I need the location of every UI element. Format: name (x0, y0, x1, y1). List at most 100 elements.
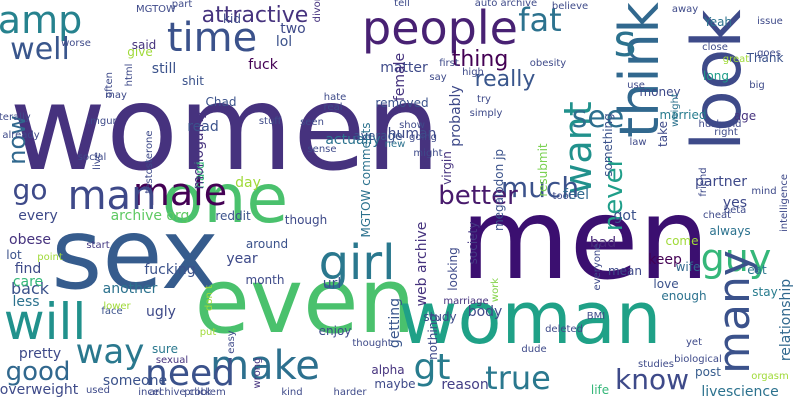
word-mean: mean (607, 264, 643, 278)
word-said: said (131, 38, 157, 52)
word-around: around (245, 237, 289, 251)
word-actually: actually (325, 132, 381, 148)
word-eat: eat (747, 263, 767, 277)
word-better: better (438, 181, 518, 211)
word-say: say (429, 72, 447, 83)
word-pretty: pretty (18, 346, 62, 362)
word-probably: probably (448, 85, 464, 147)
word-even: even (194, 249, 416, 354)
word-don-t: don t (204, 285, 215, 311)
word-amp: amp (0, 0, 83, 42)
word-html: html (124, 63, 135, 87)
word-cheat: cheat (702, 210, 732, 221)
word-enough: enough (661, 289, 707, 303)
word-lol: lol (275, 34, 293, 50)
word-close: close (702, 42, 728, 53)
word-everyone: everyone (592, 243, 603, 291)
word-stay: stay (752, 285, 778, 299)
word-deleted: deleted (545, 324, 583, 335)
word-human: human (387, 126, 437, 142)
word-will: will (3, 293, 87, 351)
word-sure: sure (152, 342, 178, 356)
word-removed: removed (375, 96, 429, 110)
word-sexual: sexual (155, 355, 189, 366)
word-man: man (67, 173, 157, 219)
word-yeah: Yeah (703, 15, 733, 29)
word-woman: woman (398, 276, 662, 360)
word-wrong: wrong (252, 357, 263, 389)
word-alpha: alpha (371, 363, 405, 377)
word-find: find (14, 261, 42, 277)
word-real: real (323, 102, 343, 113)
word-men: men (460, 175, 710, 305)
word-orgasm: orgasm (751, 371, 789, 382)
word-thing: thing (451, 47, 509, 72)
word-love: love (653, 277, 679, 291)
word-money: money (639, 85, 681, 99)
word-away: away (671, 4, 699, 15)
word-hate: hate (323, 92, 347, 103)
word-husband: husband (698, 119, 742, 130)
word-study: study (423, 310, 457, 324)
word-sex: sex (51, 198, 219, 312)
word-reddit: reddit (215, 209, 251, 223)
word-archive-click: archive click (148, 387, 212, 398)
word-mgtow: MGTOW (136, 4, 176, 15)
word-guy: guy (700, 236, 772, 280)
word-dude: dude (521, 344, 547, 355)
word-someone: someone (102, 373, 168, 389)
word-enjoy: enjoy (318, 324, 352, 338)
word-imgur: imgur (87, 116, 117, 127)
word-another: another (102, 281, 158, 297)
word-less: less (12, 294, 40, 310)
word-face: face (101, 306, 123, 317)
word-society: society (466, 221, 480, 265)
word-always: always (709, 224, 751, 238)
word-girl: girl (318, 235, 396, 291)
word-know: know (615, 363, 689, 396)
word-believe: believe (551, 1, 589, 12)
word-need: need (145, 353, 235, 394)
word-still: still (151, 61, 177, 77)
word-fucking: fucking (144, 262, 196, 278)
word-well: well (10, 32, 70, 67)
word-time: time (166, 15, 258, 61)
word-url: url (322, 276, 342, 292)
word-live: live (92, 152, 103, 170)
word-harder: harder (333, 387, 367, 398)
word-partner: partner (695, 174, 747, 190)
word-something: something (601, 113, 615, 177)
word-already: already (2, 130, 40, 141)
word-might: might (413, 148, 443, 159)
word-yet: yet (686, 337, 702, 348)
word-law: law (629, 137, 647, 148)
word-go: go (12, 173, 48, 206)
word-going: going (409, 132, 437, 143)
word-getting: getting (387, 297, 403, 349)
word-kind: kind (281, 387, 303, 398)
word-female: female (392, 52, 408, 102)
word-keep: keep (648, 252, 682, 268)
word-resubmit: resubmit (536, 143, 550, 197)
word-month: month (245, 273, 285, 287)
word-s: s (613, 16, 637, 67)
word-beta: beta (723, 205, 747, 216)
word-thank: Thank (746, 51, 784, 65)
word-web-archive: web archive (414, 221, 430, 307)
word-bmi: BMI (586, 311, 606, 322)
word-obese: obese (9, 232, 51, 248)
word-literally: literally (0, 112, 31, 123)
word-matter: matter (380, 60, 428, 76)
word-though: though (284, 213, 328, 227)
word-intelligence: intelligence (779, 173, 790, 233)
word-maybe: maybe (374, 377, 416, 391)
word-fat: fat (518, 1, 562, 39)
word-come: come (665, 234, 699, 248)
word-obesity: obesity (529, 58, 567, 69)
word-issue: issue (757, 16, 783, 27)
word-true: true (485, 359, 551, 397)
word-goes: goes (757, 48, 781, 59)
word-easy: easy (226, 330, 237, 354)
word-livescience: livescience (701, 384, 779, 400)
